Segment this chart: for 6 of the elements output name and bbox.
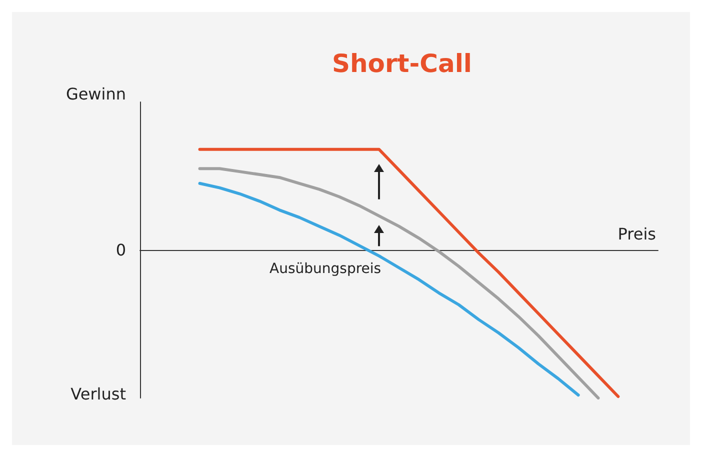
annotation: Ausübungspreis [270,261,382,277]
text: 0 [116,240,126,260]
x-axis-title: Preis [618,224,656,244]
text: Verlust [70,384,126,404]
y-axis-title: Gewinn [66,84,126,104]
chart-title: Short-Call [332,49,472,78]
